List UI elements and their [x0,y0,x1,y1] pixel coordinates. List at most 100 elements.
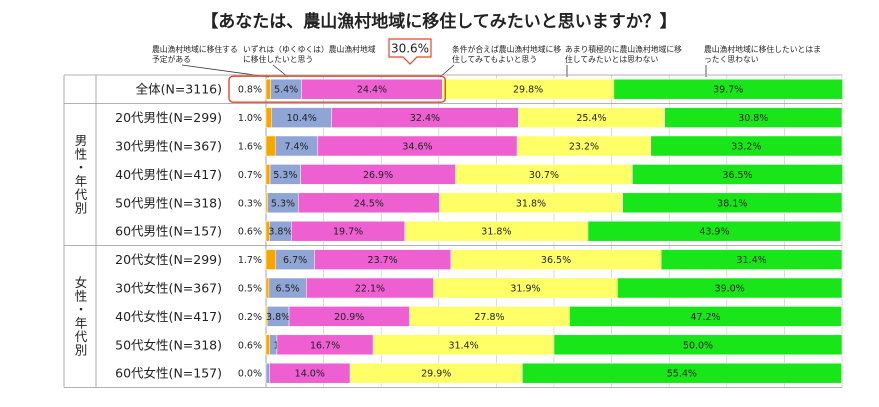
callout-label: 30.6% [391,42,429,56]
bar-segment [650,135,843,157]
data-label: 55.4% [667,369,697,380]
callout-highlight [228,75,446,103]
data-label: 31.8% [516,198,546,209]
data-label: 23.7% [368,255,398,266]
data-label: 43.9% [699,227,729,238]
row-labels: 全体(N=3116) 20代男性(N=299) 30代男性(N=367) 40代男性(… [115,82,222,381]
group-label: 男性・年代別 [73,134,88,215]
row-label: 60代女性(N=157) [115,366,222,381]
data-label: 24.5% [354,198,384,209]
legend-entry: いずれは（ゆくゆくは）農山漁村地域に移住したいと思う [243,44,376,64]
data-label: 5.4% [274,85,298,96]
row-label: 50代男性(N=318) [115,195,222,210]
data-label: 31.8% [481,227,511,238]
legend-entry: あまり積極的に農山漁村地域に移住してみたいとは思わない [565,44,682,64]
data-label: 29.8% [513,85,543,96]
data-label: 31.4% [736,255,766,266]
data-label: 34.6% [402,142,432,153]
data-label: 3.8% [266,312,290,323]
data-label: 32.4% [410,113,440,124]
data-label: 36.5% [541,255,571,266]
row-label: 20代女性(N=299) [115,252,222,267]
data-label: 7.4% [284,142,308,153]
data-label: 0.2% [238,312,262,323]
data-label: 36.5% [722,170,752,181]
bar-segment [265,362,270,384]
bar-segment [265,107,273,128]
row-label: 40代男性(N=417) [115,167,222,182]
bar-segment [522,362,842,384]
data-label: 27.8% [474,312,504,323]
data-label: 47.2% [690,312,720,323]
data-label: 14.0% [295,369,325,380]
data-label: 0.8% [238,85,262,96]
bar-segment [632,164,843,185]
data-label: 5.3% [273,170,297,181]
data-label: 39.7% [713,85,743,96]
data-label: 19.7% [333,227,363,238]
data-label: 0.6% [238,227,262,238]
data-label: 24.4% [357,85,387,96]
legend-entry: 農山漁村地域に移住する予定がある [152,44,238,64]
bar-segment [622,192,843,214]
data-label: 0.3% [238,198,262,209]
bar-segment [265,164,271,185]
bar-segment [587,220,842,242]
data-label: 3.8% [268,227,292,238]
legend-entry: 農山漁村地域に移住したいとはまったく思わない [704,44,821,64]
bar-segment [664,107,843,128]
bar-segment [265,334,270,356]
data-label: 25.4% [576,113,606,124]
bar-segment [265,192,268,214]
row-label: 20代男性(N=299) [115,110,222,125]
data-label: 38.1% [717,198,747,209]
bar-segment [553,334,843,356]
bar-segment [617,277,843,299]
row-label: 60代男性(N=157) [115,224,222,239]
data-label: 33.2% [731,142,761,153]
data-label: 0.7% [238,170,262,181]
bar-segment [265,135,276,157]
data-label: 0.0% [238,369,262,380]
chart-title: 【あなたは、農山漁村地域に移住してみたいと思いますか？】 [201,11,677,32]
data-label: 10.4% [287,113,317,124]
row-label: 30代女性(N=367) [115,281,222,296]
data-label: 6.5% [276,284,300,295]
data-label: 1.0% [238,113,262,124]
row-label: 50代女性(N=318) [115,337,222,352]
bar-segment [660,249,843,270]
row-label: 30代男性(N=367) [115,139,222,154]
data-label: 16.7% [310,340,340,351]
data-label: 1.7% [238,255,262,266]
callout-bubble [388,38,432,65]
data-label: 23.2% [569,142,599,153]
row-label: 40代女性(N=417) [115,309,222,324]
data-label: 20.9% [334,312,364,323]
data-label: 0.5% [238,284,262,295]
callout: 30.6% [228,38,446,103]
data-label: 6.7% [283,255,307,266]
data-label: 29.9% [421,369,451,380]
legend: 農山漁村地域に移住する予定があるいずれは（ゆくゆくは）農山漁村地域に移住したいと… [152,44,821,78]
data-label: 31.4% [448,340,478,351]
bar-segment [265,277,270,299]
bar-segment [265,78,271,100]
data-label: 0.6% [238,340,262,351]
legend-entry: 条件が合えば農山漁村地域に移住してみてもよいと思う [452,44,561,64]
group-label: 女性・年代別 [73,275,88,357]
data-label: 50.0% [683,340,713,351]
row-label: 全体(N=3116) [136,82,222,97]
bars: 0.8% 5.4% 24.4% 29.8% 39.7% 1.0% 10.4% 32.4% 25.… [238,78,843,384]
data-label: 5.3% [271,198,295,209]
data-label: 39.0% [715,284,745,295]
data-label: 31.9% [510,284,540,295]
bar-segment [613,78,843,100]
data-label: 22.1% [355,284,385,295]
data-label: 26.9% [363,170,393,181]
bar-segment [569,306,842,327]
data-label: 30.8% [738,113,768,124]
data-label: 1.6% [238,142,262,153]
bar-segment [265,249,277,270]
